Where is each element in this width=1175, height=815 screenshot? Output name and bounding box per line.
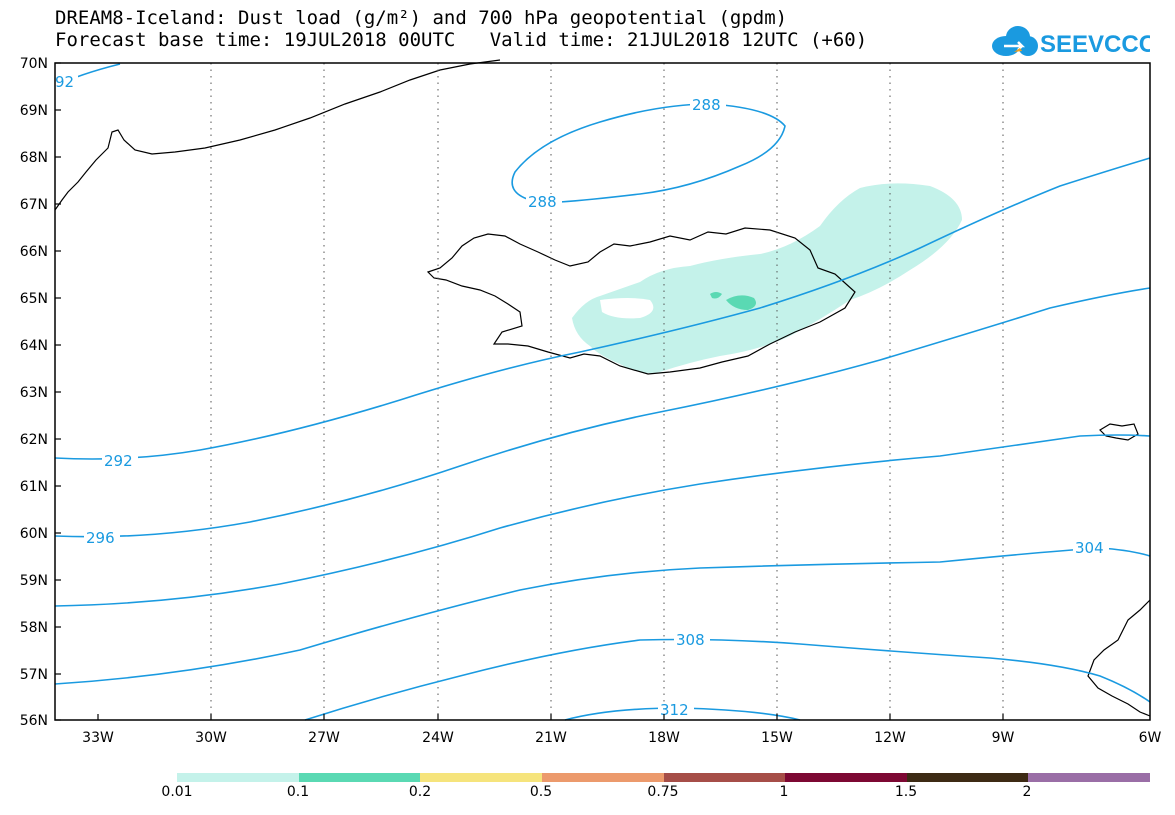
contour-label: 304 [1075, 539, 1104, 557]
lat-label: 61N [20, 479, 48, 495]
colorbar-swatch [906, 773, 1029, 782]
colorbar-tick: 2 [1022, 784, 1032, 800]
lon-label: 18W [648, 730, 680, 746]
cloud-icon [992, 26, 1038, 56]
contour-label: 288 [692, 96, 721, 114]
contour-308 [304, 638, 1151, 721]
colorbar-tick: 0.01 [161, 784, 193, 800]
dust-shading [572, 183, 962, 373]
lat-label: 56N [20, 713, 48, 729]
lat-label: 57N [20, 667, 48, 683]
forecast-base-time: Forecast base time: 19JUL2018 00UTC [55, 29, 456, 51]
map-title: DREAM8-Iceland: Dust load (g/m²) and 700… [55, 7, 788, 29]
colorbar-tick: 0.5 [529, 784, 553, 800]
colorbar [177, 773, 1150, 782]
contour-292 [54, 157, 1151, 460]
contour-label: 312 [660, 701, 689, 719]
colorbar-swatch [663, 773, 786, 782]
latitude-labels: 70N 69N 68N 67N 66N 65N 64N 63N 62N 61N … [20, 56, 48, 729]
lon-label: 6W [1139, 730, 1162, 746]
seevccc-logo: SEEVCCC [992, 26, 1150, 58]
iceland-coast [426, 227, 856, 375]
valid-time: Valid time: 21JUL2018 12UTC (+60) [489, 29, 868, 51]
lat-label: 70N [20, 56, 48, 72]
lat-label: 66N [20, 244, 48, 260]
dust-area-medium [726, 295, 756, 310]
lat-label: 64N [20, 338, 48, 354]
colorbar-swatch [785, 773, 907, 782]
geopotential-contours [54, 63, 1151, 721]
contour-288-loop [511, 103, 786, 203]
lon-label: 30W [195, 730, 227, 746]
coastlines [54, 59, 1151, 717]
colorbar-tick: 1.5 [894, 784, 918, 800]
contour-304 [54, 547, 1151, 685]
longitude-labels: 33W 30W 27W 24W 21W 18W 15W 12W 9W 6W [82, 730, 1161, 746]
lon-label: 27W [308, 730, 340, 746]
colorbar-swatch [177, 773, 299, 782]
contour-296 [54, 287, 1151, 538]
lat-label: 59N [20, 573, 48, 589]
lat-label: 67N [20, 197, 48, 213]
lat-label: 60N [20, 526, 48, 542]
lon-label: 15W [761, 730, 793, 746]
contour-300 [54, 434, 1151, 607]
lon-label: 12W [874, 730, 906, 746]
contour-label: 288 [528, 193, 557, 211]
colorbar-tick: 0.2 [408, 784, 432, 800]
contour-label: 292 [104, 452, 133, 470]
dust-area-light [572, 183, 962, 373]
lat-label: 68N [20, 150, 48, 166]
lon-label: 21W [535, 730, 567, 746]
faroe-islands [1099, 423, 1139, 441]
lon-label: 33W [82, 730, 114, 746]
contour-label: 92 [55, 73, 74, 91]
colorbar-tick: 1 [779, 784, 789, 800]
map-frame [54, 62, 1151, 721]
lon-label: 24W [422, 730, 454, 746]
lat-label: 63N [20, 385, 48, 401]
scotland-coast [1087, 599, 1151, 717]
logo-text: SEEVCCC [1040, 31, 1150, 58]
colorbar-swatch [420, 773, 542, 782]
greenland-coast [54, 59, 501, 211]
lon-label: 9W [992, 730, 1015, 746]
map-subtitle: Forecast base time: 19JUL2018 00UTC Vali… [55, 30, 867, 50]
colorbar-tick: 0.1 [286, 784, 310, 800]
lat-label: 58N [20, 620, 48, 636]
colorbar-swatch [1028, 773, 1150, 782]
contour-label: 308 [676, 631, 705, 649]
contour-label: 296 [86, 529, 115, 547]
colorbar-swatch [298, 773, 421, 782]
colorbar-swatch [541, 773, 664, 782]
colorbar-tick: 0.75 [647, 784, 679, 800]
lat-label: 62N [20, 432, 48, 448]
grid [210, 63, 1004, 720]
lat-label: 65N [20, 291, 48, 307]
lat-label: 69N [20, 103, 48, 119]
